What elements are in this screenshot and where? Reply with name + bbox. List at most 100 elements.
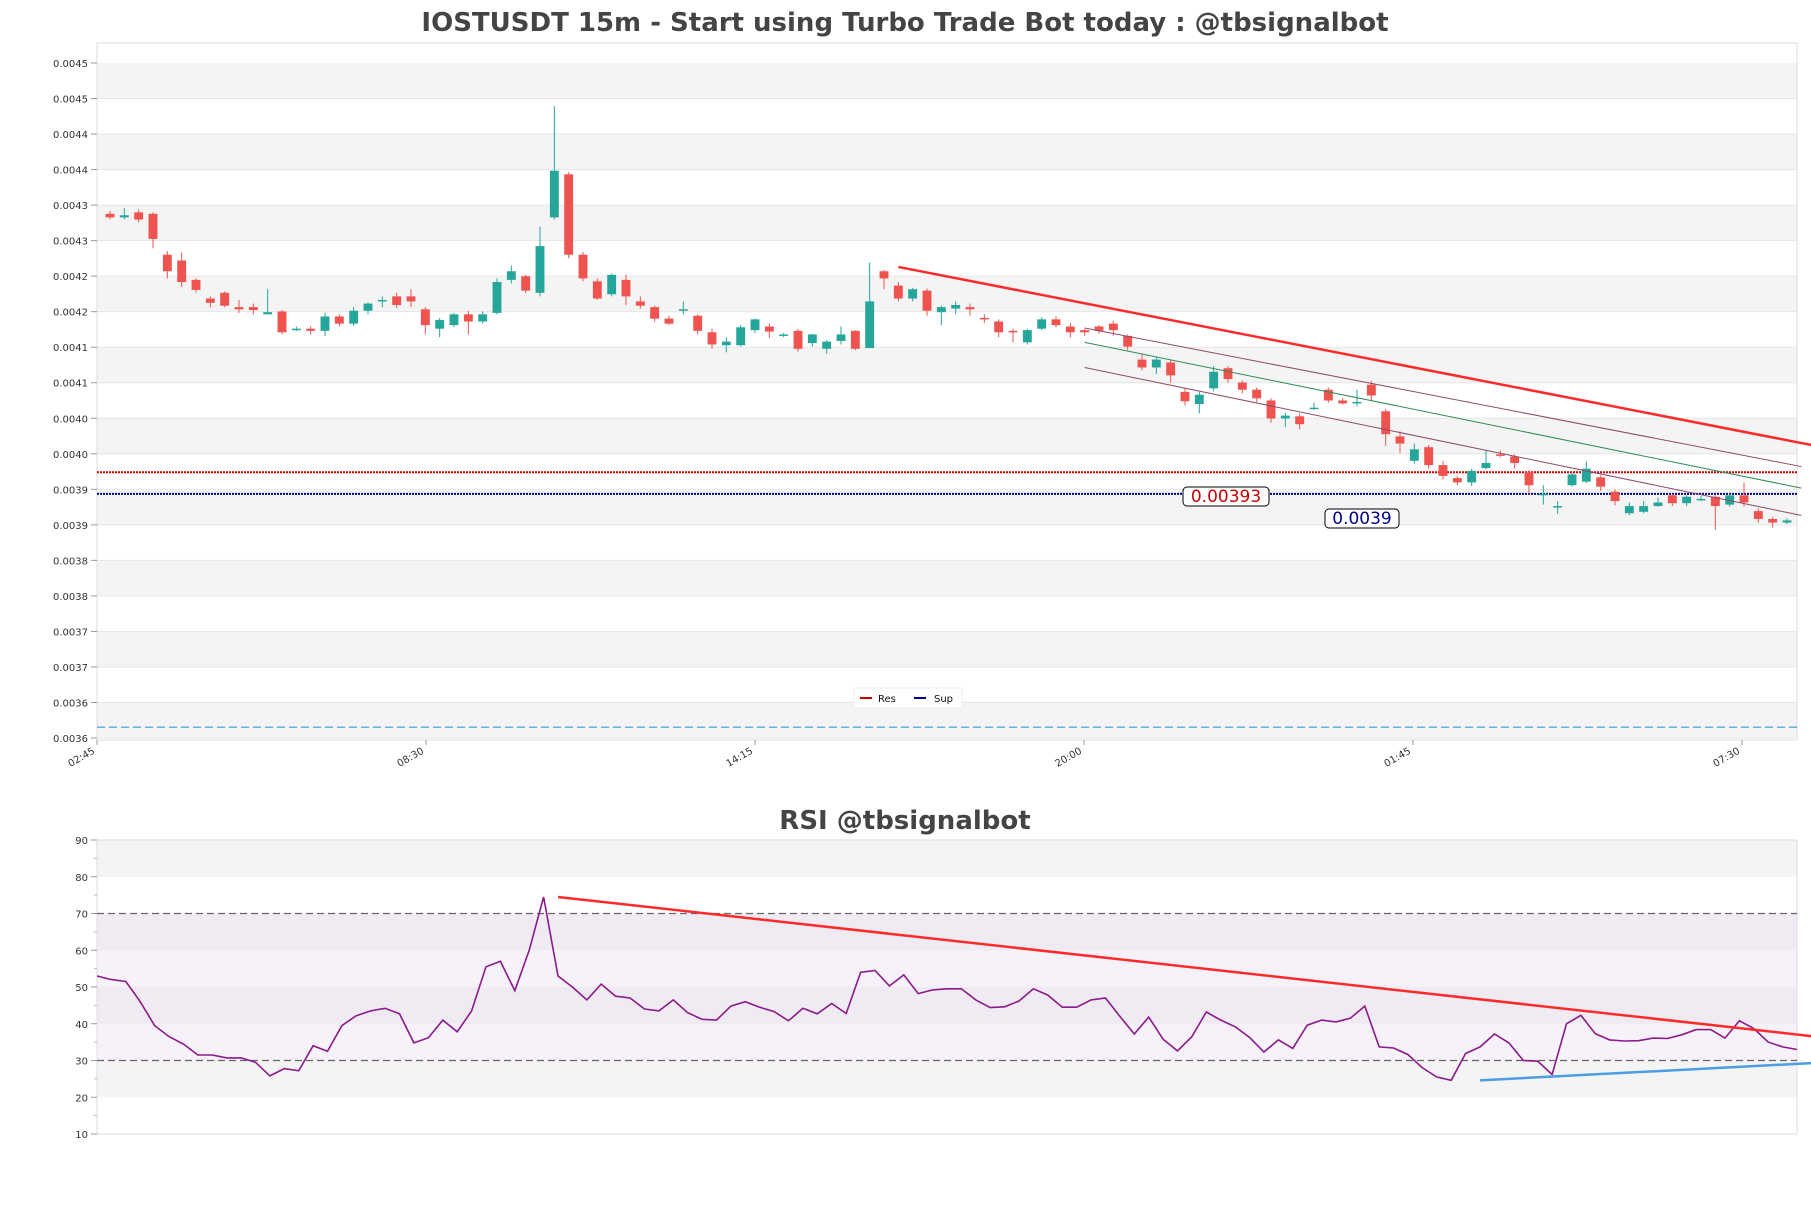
price-x-tick-label: 20:00 bbox=[1054, 746, 1084, 770]
price-x-tick-label: 02:45 bbox=[67, 746, 97, 770]
candle-down bbox=[1753, 511, 1763, 519]
rsi-zone-band bbox=[97, 913, 1797, 1061]
candle-down bbox=[1008, 330, 1018, 333]
candle-down bbox=[248, 307, 258, 311]
candle-up bbox=[1481, 462, 1491, 468]
candle-down bbox=[578, 254, 588, 279]
rsi-y-axis: 10 20 30 40 50 60 70 80 90 bbox=[75, 836, 97, 1141]
level-labels: 0.00393 0.0039 bbox=[1182, 486, 1400, 529]
candles bbox=[105, 106, 1792, 530]
price-y-tick-label: 0.0037 bbox=[53, 663, 88, 674]
candle-up bbox=[1151, 359, 1161, 368]
candle-down bbox=[420, 309, 430, 326]
candle-down bbox=[1295, 416, 1305, 425]
price-grid-band bbox=[97, 347, 1797, 383]
rsi-grid-band bbox=[97, 987, 1797, 1024]
price-panel: IOSTUSDT 15m - Start using Turbo Trade B… bbox=[53, 8, 1811, 770]
candle-up bbox=[836, 334, 846, 341]
candle-down bbox=[134, 212, 144, 220]
candle-down bbox=[1123, 335, 1133, 347]
price-y-tick-label: 0.0036 bbox=[53, 698, 88, 709]
candle-up bbox=[1639, 506, 1649, 512]
candle-up bbox=[1209, 371, 1219, 389]
candle-up bbox=[1352, 401, 1362, 404]
price-y-tick-label: 0.0039 bbox=[53, 521, 88, 532]
candle-down bbox=[463, 314, 473, 322]
legend-res-label: Res bbox=[878, 694, 896, 705]
legend-sup-label: Sup bbox=[934, 694, 953, 705]
rsi-grid-band bbox=[97, 840, 1797, 877]
sup-label-box bbox=[1324, 508, 1400, 529]
candle-up bbox=[1782, 520, 1792, 523]
candle-down bbox=[1610, 491, 1620, 502]
candle-up bbox=[951, 304, 961, 309]
rsi-lines bbox=[96, 895, 1811, 1082]
candle-up bbox=[1037, 319, 1047, 329]
candle-down bbox=[664, 318, 674, 324]
candle-down bbox=[1266, 400, 1276, 419]
candle-up bbox=[377, 299, 387, 302]
rsi-y-tick-label: 80 bbox=[75, 873, 88, 884]
price-grid-band bbox=[97, 63, 1797, 99]
rsi-grid-band bbox=[97, 913, 1797, 951]
price-y-tick-label: 0.0038 bbox=[53, 556, 88, 567]
rsi-reference-lines bbox=[97, 912, 1797, 1062]
channel-middle-line bbox=[1084, 341, 1802, 489]
candle-down bbox=[850, 330, 860, 349]
candle-down bbox=[334, 316, 344, 324]
price-y-tick-label: 0.0039 bbox=[53, 485, 88, 496]
price-x-axis: 02:45 08:30 14:15 20:00 01:45 07:30 bbox=[67, 740, 1743, 770]
candle-down bbox=[979, 317, 989, 320]
price-plot-frame bbox=[96, 42, 1798, 741]
candle-down bbox=[592, 281, 602, 299]
candle-down bbox=[1108, 323, 1118, 331]
candle-down bbox=[1051, 319, 1061, 326]
candle-down bbox=[177, 260, 187, 283]
candle-up bbox=[506, 271, 516, 280]
rsi-grid-bands bbox=[97, 840, 1797, 1098]
candle-up bbox=[1309, 407, 1319, 410]
price-trendlines bbox=[898, 265, 1811, 516]
price-y-tick-label: 0.0045 bbox=[53, 95, 88, 106]
price-x-tick-label: 07:30 bbox=[1712, 746, 1742, 770]
candle-up bbox=[908, 289, 918, 299]
candle-down bbox=[234, 307, 244, 310]
candle-up bbox=[1624, 506, 1634, 514]
candle-down bbox=[1237, 382, 1247, 390]
candle-down bbox=[105, 213, 115, 218]
candle-down bbox=[693, 315, 703, 331]
candle-down bbox=[764, 326, 774, 332]
price-y-tick-label: 0.0045 bbox=[53, 59, 88, 70]
price-grid-band bbox=[97, 205, 1797, 241]
candle-up bbox=[291, 328, 301, 331]
resistance-trendline bbox=[898, 265, 1811, 447]
price-grid-band bbox=[97, 276, 1797, 312]
price-y-tick-label: 0.0041 bbox=[53, 379, 88, 390]
candle-down bbox=[1323, 389, 1333, 401]
candle-up bbox=[779, 334, 789, 336]
candle-down bbox=[1667, 495, 1677, 504]
candle-up bbox=[607, 274, 617, 295]
legend: Res Sup bbox=[853, 687, 963, 709]
candle-up bbox=[535, 246, 545, 293]
rsi-up-trendline bbox=[1479, 1061, 1811, 1082]
res-label-box bbox=[1182, 486, 1270, 507]
candle-down bbox=[1510, 456, 1520, 463]
candle-down bbox=[707, 332, 717, 345]
candle-down bbox=[406, 296, 416, 302]
candle-down bbox=[1768, 518, 1778, 523]
candle-up bbox=[1467, 470, 1477, 483]
candle-up bbox=[865, 301, 875, 349]
rsi-y-tick-label: 20 bbox=[75, 1093, 88, 1104]
candle-down bbox=[1223, 368, 1233, 379]
candle-down bbox=[994, 321, 1004, 333]
candle-up bbox=[119, 215, 129, 218]
rsi-y-tick-label: 30 bbox=[75, 1057, 88, 1068]
price-grid-band bbox=[97, 631, 1797, 667]
candle-down bbox=[205, 298, 215, 303]
candle-up bbox=[349, 310, 359, 324]
candle-down bbox=[922, 290, 932, 311]
price-x-tick-label: 01:45 bbox=[1383, 746, 1413, 770]
candle-down bbox=[1080, 330, 1090, 333]
